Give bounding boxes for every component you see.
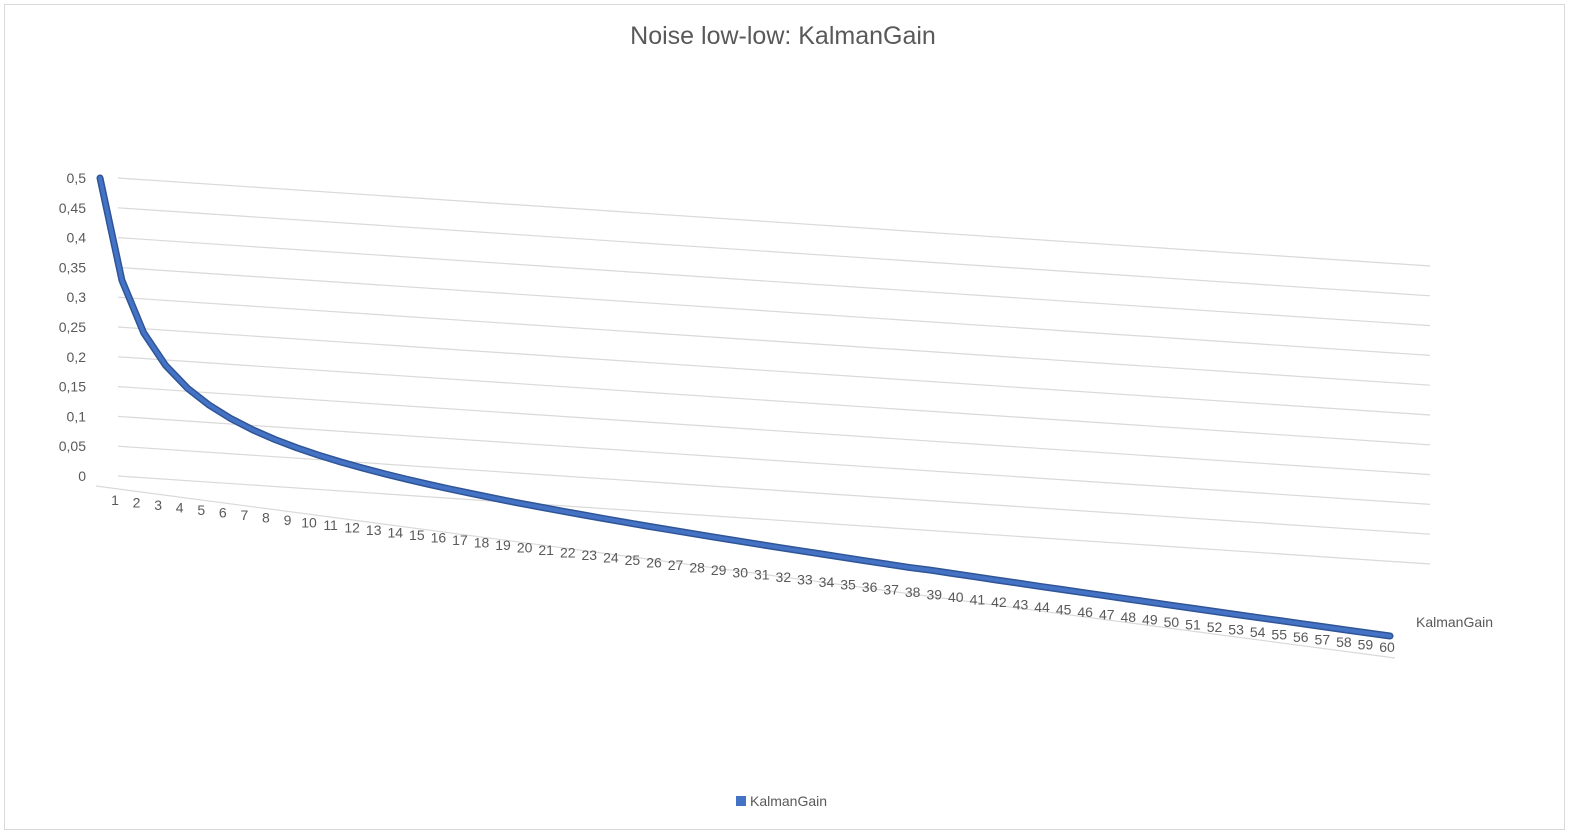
gridline (117, 177, 1431, 267)
x-tick-label: 45 (1056, 602, 1072, 618)
x-tick-label: 11 (323, 517, 338, 533)
x-tick-label: 59 (1358, 637, 1374, 653)
x-tick-label: 14 (387, 524, 403, 540)
x-tick-label: 34 (819, 574, 835, 590)
series-layer (96, 174, 1394, 640)
x-tick-label: 30 (732, 564, 748, 580)
x-tick-label: 27 (668, 557, 684, 573)
x-tick-label: 54 (1250, 624, 1266, 640)
x-tick-label: 52 (1207, 619, 1223, 635)
x-tick-label: 22 (560, 544, 576, 560)
x-tick-label: 15 (409, 527, 425, 543)
x-tick-label: 57 (1315, 632, 1331, 648)
x-tick-label: 43 (1013, 597, 1029, 613)
gridline (117, 386, 1431, 476)
x-tick-label: 33 (797, 572, 813, 588)
x-tick-label: 1 (111, 492, 119, 508)
y-tick-label: 0,25 (59, 319, 86, 335)
x-tick-label: 49 (1142, 612, 1158, 628)
x-tick-label: 26 (646, 554, 662, 570)
x-tick-label: 46 (1077, 604, 1093, 620)
x-axis-ticks: 1 2 3 4 5 6 7 8 9 10 11 12 13 14 15 16 17 18 19 20 21 22 23 24 2… (111, 492, 1395, 655)
y-tick-label: 0,15 (59, 379, 86, 395)
x-tick-label: 36 (862, 579, 878, 595)
legend-label: KalmanGain (750, 793, 827, 809)
x-tick-label: 42 (991, 594, 1007, 610)
y-tick-label: 0,35 (59, 259, 86, 275)
gridline (117, 237, 1431, 327)
y-tick-label: 0,5 (67, 170, 87, 186)
x-tick-label: 41 (970, 592, 986, 608)
y-tick-label: 0,05 (59, 438, 86, 454)
x-tick-label: 32 (776, 569, 792, 585)
y-tick-label: 0,4 (67, 230, 87, 246)
x-tick-label: 40 (948, 589, 964, 605)
x-tick-label: 29 (711, 562, 727, 578)
chart-frame (4, 4, 1565, 830)
x-tick-label: 13 (366, 522, 382, 538)
x-tick-label: 4 (176, 499, 184, 515)
x-tick-label: 10 (301, 514, 317, 530)
x-tick-label: 18 (474, 534, 490, 550)
gridline (117, 356, 1431, 446)
x-tick-label: 44 (1034, 599, 1050, 615)
series-line-kalmangain (98, 176, 1392, 638)
x-tick-label: 20 (517, 539, 533, 555)
x-tick-label: 58 (1336, 634, 1352, 650)
gridline (117, 296, 1431, 386)
x-tick-label: 7 (240, 507, 248, 523)
x-tick-label: 25 (625, 552, 641, 568)
gridlines (95, 177, 1431, 659)
x-tick-label: 39 (926, 587, 942, 603)
depth-axis-label: KalmanGain (1416, 614, 1493, 630)
gridline (117, 207, 1431, 297)
x-tick-label: 5 (197, 502, 205, 518)
chart-title: Noise low-low: KalmanGain (630, 22, 936, 50)
x-tick-label: 6 (219, 504, 227, 520)
x-tick-label: 56 (1293, 629, 1309, 645)
gridline (117, 266, 1431, 356)
x-tick-label: 35 (840, 577, 856, 593)
x-tick-label: 21 (538, 542, 554, 558)
x-tick-label: 12 (344, 519, 360, 535)
gridline (117, 415, 1431, 505)
y-tick-label: 0 (78, 468, 86, 484)
y-tick-label: 0,45 (59, 200, 86, 216)
x-tick-label: 55 (1271, 627, 1287, 643)
x-tick-label: 3 (154, 497, 162, 513)
x-tick-label: 24 (603, 549, 619, 565)
x-tick-label: 23 (582, 547, 598, 563)
y-tick-label: 0,3 (67, 289, 87, 305)
x-tick-label: 38 (905, 584, 921, 600)
x-tick-label: 28 (689, 559, 705, 575)
x-tick-label: 16 (431, 529, 447, 545)
x-tick-label: 53 (1228, 622, 1244, 638)
legend: KalmanGain (736, 793, 827, 809)
x-tick-label: 19 (495, 537, 511, 553)
x-tick-label: 48 (1120, 609, 1136, 625)
x-tick-label: 37 (883, 582, 899, 598)
x-tick-label: 60 (1379, 639, 1395, 655)
floor-edge (95, 485, 1396, 659)
x-tick-label: 51 (1185, 617, 1201, 633)
x-tick-label: 50 (1164, 614, 1180, 630)
y-axis-ticks: 0 0,05 0,1 0,15 0,2 0,25 0,3 0,35 0,4 0,45 0,5 (59, 170, 86, 484)
y-tick-label: 0,1 (67, 408, 87, 424)
x-tick-label: 47 (1099, 607, 1115, 623)
x-tick-label: 9 (284, 512, 292, 528)
y-tick-label: 0,2 (67, 349, 87, 365)
legend-swatch (736, 796, 746, 806)
gridline (117, 326, 1431, 416)
gridline (117, 475, 1431, 565)
x-tick-label: 2 (133, 494, 141, 510)
x-tick-label: 31 (754, 567, 770, 583)
x-tick-label: 17 (452, 532, 468, 548)
x-tick-label: 8 (262, 509, 270, 525)
